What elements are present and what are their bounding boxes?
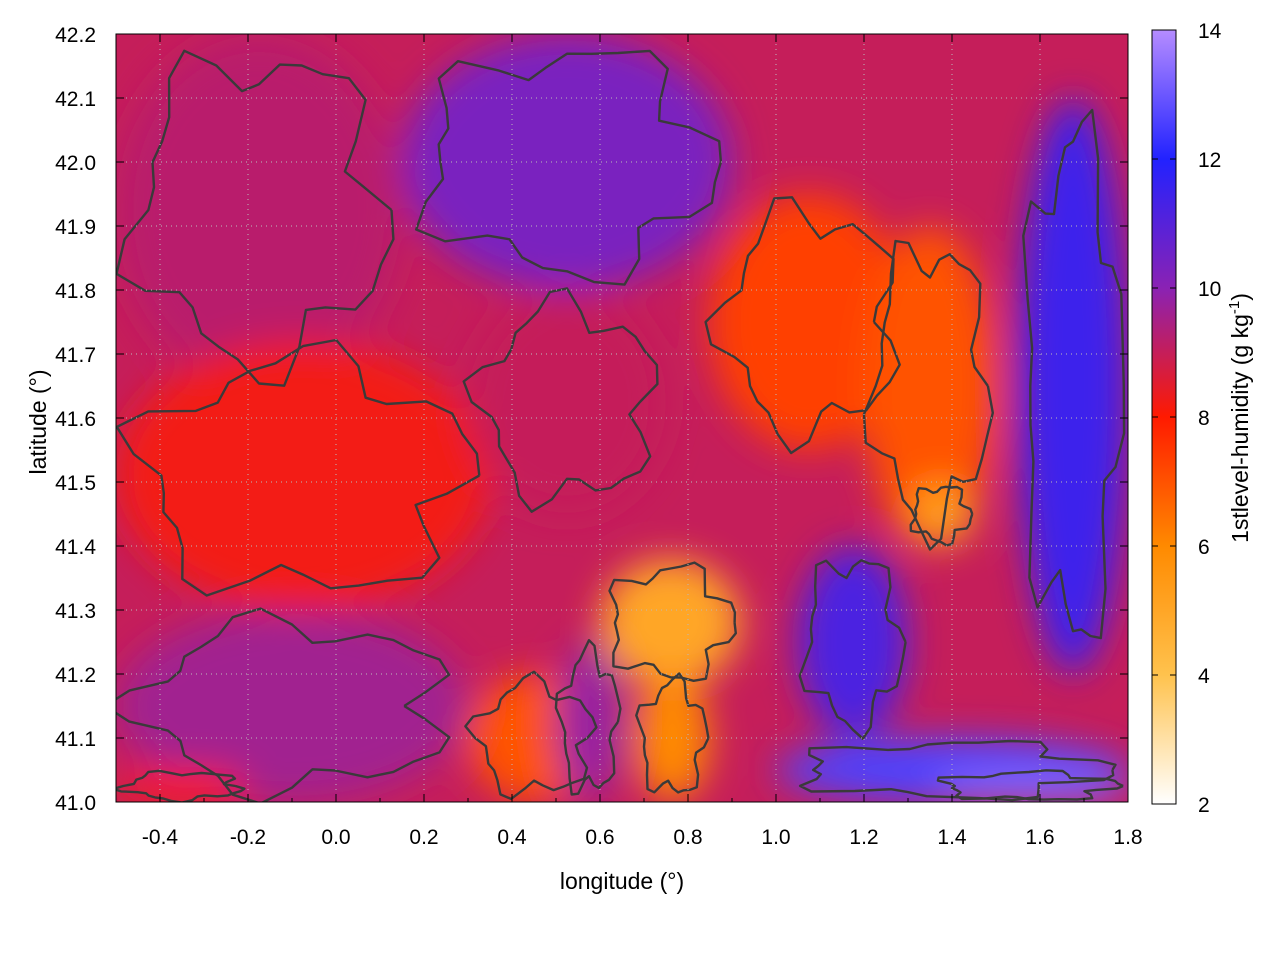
contour-line <box>116 607 451 802</box>
contour-line <box>116 769 246 802</box>
contour-line <box>415 49 723 286</box>
colorbar-tick-label: 10 <box>1198 278 1221 301</box>
x-axis: -0.4 -0.2 0.0 0.2 0.4 0.6 0.8 1.0 1.2 1.4 1.6 1.8 <box>115 34 1143 849</box>
field-region <box>116 341 490 610</box>
grid-lines <box>116 34 1128 802</box>
y-tick-label: 41.7 <box>55 344 96 367</box>
contour-line <box>862 239 994 551</box>
y-tick-label: 41.9 <box>55 216 96 239</box>
x-tick-label: 1.2 <box>849 826 878 849</box>
contour-line <box>116 338 481 597</box>
field-regions <box>116 34 1128 802</box>
colorbar-tick-label: 4 <box>1198 665 1210 688</box>
contour-line <box>704 196 901 455</box>
x-tick-label: -0.2 <box>230 826 266 849</box>
colorbar-title: 1stlevel-humidity (g kg-1) <box>1226 293 1253 543</box>
plot-area <box>115 33 1129 803</box>
contour-line <box>798 739 1117 802</box>
contour-line <box>608 561 737 682</box>
y-tick-label: 41.4 <box>55 536 96 559</box>
x-axis-title: longitude (°) <box>560 868 684 894</box>
x-tick-label: 0.8 <box>673 826 702 849</box>
field-region <box>710 194 908 450</box>
contour-line <box>554 639 622 796</box>
x-tick-label: 0.0 <box>321 826 350 849</box>
colorbar-tick-label: 14 <box>1198 20 1222 43</box>
x-tick-label: 0.6 <box>585 826 614 849</box>
y-tick-label: 41.0 <box>55 792 96 815</box>
field-region <box>116 34 402 386</box>
y-tick-label: 42.1 <box>55 88 96 111</box>
contour-line <box>936 769 1124 801</box>
y-tick-label: 41.1 <box>55 728 96 751</box>
y-axis: 41.0 41.1 41.2 41.3 41.4 41.5 41.6 41.7 41.8 41.9… <box>55 24 1128 815</box>
field-region <box>864 226 996 546</box>
x-tick-label: 1.6 <box>1025 826 1054 849</box>
colorbar-tick-label: 8 <box>1198 407 1210 430</box>
field-region <box>116 610 468 802</box>
y-tick-label: 41.3 <box>55 600 96 623</box>
x-tick-label: 0.4 <box>497 826 527 849</box>
y-tick-label: 41.5 <box>55 472 96 495</box>
colorbar-tick-label: 12 <box>1198 149 1221 172</box>
y-tick-label: 41.2 <box>55 664 96 687</box>
y-tick-label: 42.0 <box>55 152 96 175</box>
colorbar-ticks: 2 4 6 8 10 12 14 <box>1152 20 1222 817</box>
contour-line <box>116 49 395 387</box>
colorbar-tick-label: 6 <box>1198 536 1210 559</box>
y-tick-label: 42.2 <box>55 24 96 47</box>
x-tick-label: 1.4 <box>937 826 967 849</box>
x-tick-label: 1.8 <box>1113 826 1142 849</box>
field-region <box>116 770 248 802</box>
x-tick-label: -0.4 <box>142 826 179 849</box>
contour-line <box>462 287 659 513</box>
contour-line <box>798 559 907 740</box>
x-tick-label: 1.0 <box>761 826 790 849</box>
y-tick-label: 41.8 <box>55 280 96 303</box>
x-tick-label: 0.2 <box>409 826 438 849</box>
field-region <box>1018 98 1128 674</box>
colorbar-tick-label: 2 <box>1198 794 1210 817</box>
y-tick-label: 41.6 <box>55 408 96 431</box>
y-axis-title: latitude (°) <box>25 369 51 474</box>
field-region <box>468 290 666 514</box>
contour-line <box>1022 108 1126 640</box>
contour-line <box>635 672 710 794</box>
contour-lines <box>116 49 1126 802</box>
contour-line <box>909 485 974 547</box>
colorbar: 2 4 6 8 10 12 14 1stlevel-humidity (g kg-1) <box>1151 20 1253 817</box>
